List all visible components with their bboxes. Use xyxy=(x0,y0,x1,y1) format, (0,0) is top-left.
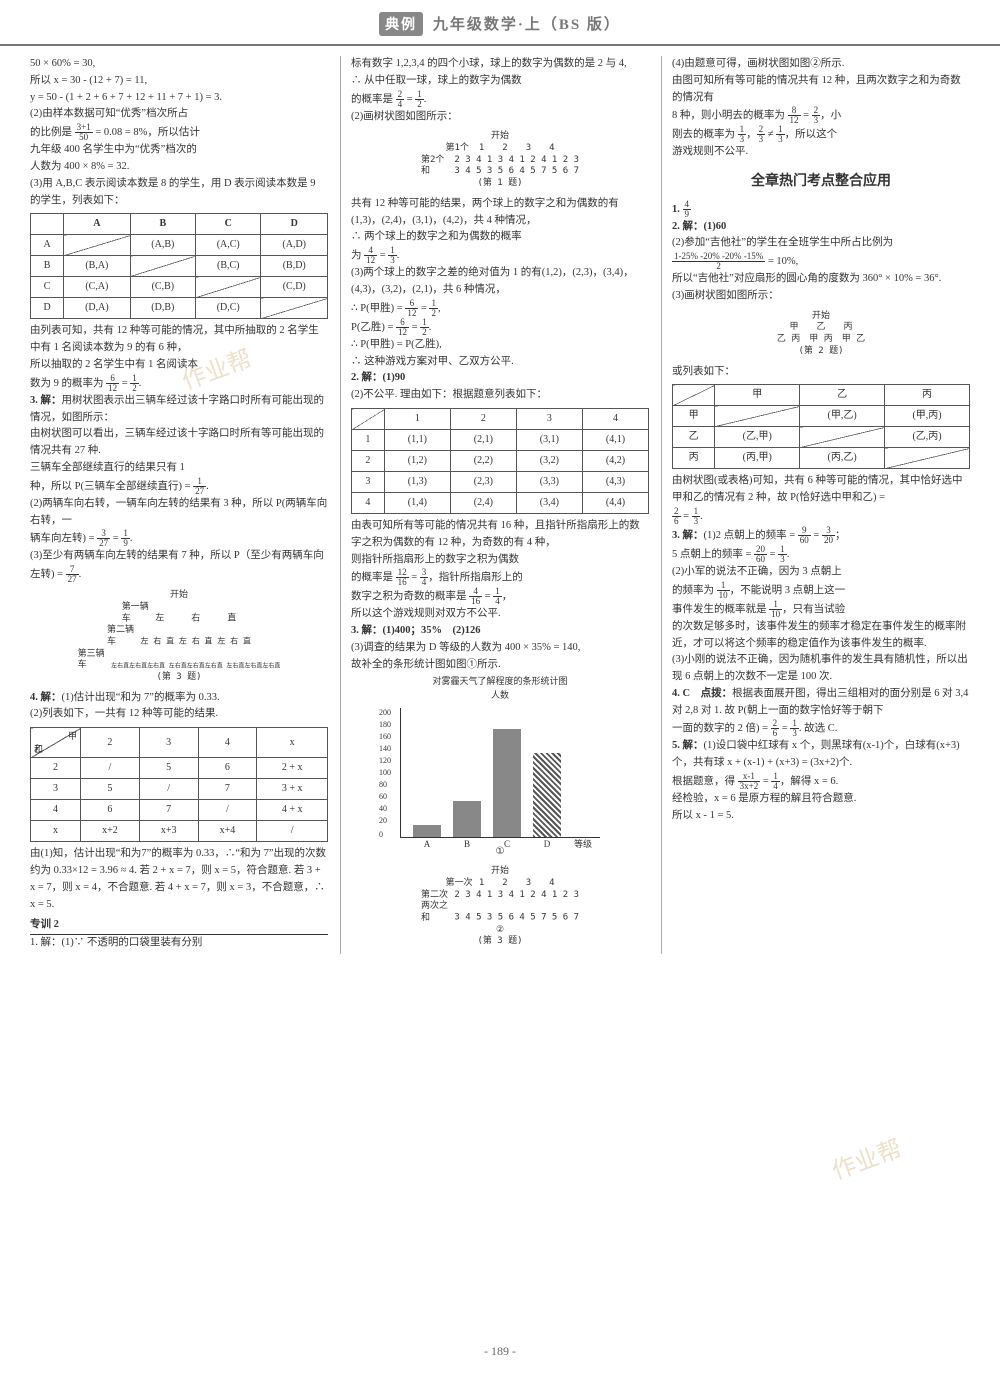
text: (3)至少有两辆车向左转的结果有 7 种，所以 P（至少有两辆车向左转) = 7… xyxy=(30,548,328,584)
text: 由图可知所有等可能的情况共有 12 种，且两次数字之和为奇数的情况有 xyxy=(672,73,970,107)
text: 为 412 = 13. xyxy=(351,246,649,265)
text: (2)两辆车向右转，一辆车向左转的结果有 3 种，所以 P(两辆车向右转，一 xyxy=(30,496,328,530)
text: 游戏规则不公平. xyxy=(672,144,970,161)
main-content: 50 × 60% = 30, 所以 x = 30 - (12 + 7) = 11… xyxy=(0,46,1000,954)
text: 人数为 400 × 8% = 32. xyxy=(30,159,328,176)
page-number: - 189 - xyxy=(0,1344,1000,1359)
q2: 2. 解：(1)90 xyxy=(351,370,649,387)
q2: 2. 解：(1)60 xyxy=(672,219,970,236)
text: y = 50 - (1 + 2 + 6 + 7 + 12 + 11 + 7 + … xyxy=(30,90,328,107)
text: 数字之积为奇数的概率是 416 = 14， xyxy=(351,587,649,606)
q3: 3. 解：用树状图表示出三辆车经过该十字路口时所有可能出现的情况，如图所示： xyxy=(30,393,328,427)
text: 由树状图可以看出，三辆车经过该十字路口时所有等可能出现的情况共有 27 种. xyxy=(30,426,328,460)
watermark: 作业帮 xyxy=(826,1129,906,1187)
text: (2)小军的说法不正确，因为 3 点朝上 xyxy=(672,564,970,581)
text: 所以 x - 1 = 5. xyxy=(672,808,970,825)
text: 1. 解：(1)∵ 不透明的口袋里装有分别 xyxy=(30,935,328,952)
tree-diagram-1: 开始 第1个 1 2 3 4 第2个 2 3 4 1 3 4 1 2 4 1 2… xyxy=(351,131,649,189)
text: 三辆车全部继续直行的结果只有 1 xyxy=(30,460,328,477)
q3: 3. 解：(1)400；35% (2)126 xyxy=(351,623,649,640)
column-1: 50 × 60% = 30, 所以 x = 30 - (12 + 7) = 11… xyxy=(30,56,328,954)
text: 共有 12 种等可能的结果，两个球上的数字之和为偶数的有 (1,3)，(2,4)… xyxy=(351,196,649,230)
text: 九年级 400 名学生中为“优秀”档次的 xyxy=(30,142,328,159)
text: 的概率是 24 = 12. xyxy=(351,90,649,109)
column-2: 标有数字 1,2,3,4 的四个小球，球上的数字为偶数的是 2 与 4, ∴ 从… xyxy=(340,56,649,954)
text: 所以 x = 30 - (12 + 7) = 11, xyxy=(30,73,328,90)
q4: 4. C 点拨：根据表面展开图，得出三组相对的面分别是 6 对 3,4 对 2,… xyxy=(672,686,970,720)
text: (3)两个球上的数字之差的绝对值为 1 的有(1,2)，(2,3)，(3,4)，… xyxy=(351,265,649,299)
text: 数为 9 的概率为 612 = 12. xyxy=(30,374,328,393)
text: 8 种，则小明去的概率为 812 = 23，小 xyxy=(672,106,970,125)
tree-diagram-3: 开始 第一辆车 左 右 直 第二辆车 左 右 直 左 右 直 左 右 直 第三辆… xyxy=(30,590,328,684)
q4: 4. 解：(1)估计出现“和为 7”的概率为 0.33. xyxy=(30,690,328,707)
q1: 1. 49 xyxy=(672,200,970,219)
logo-badge: 典例 xyxy=(379,12,423,36)
text: 或列表如下： xyxy=(672,364,970,381)
text: 5 点朝上的频率 = 2060 = 13. xyxy=(672,545,970,564)
text: 标有数字 1,2,3,4 的四个小球，球上的数字为偶数的是 2 与 4, xyxy=(351,56,649,73)
text: ∴ 这种游戏方案对甲、乙双方公平. xyxy=(351,354,649,371)
text: 辆车向左转) = 327 = 19. xyxy=(30,529,328,548)
text: 由列表可知，共有 12 种等可能的情况，其中所抽取的 2 名学生中有 1 名阅读… xyxy=(30,323,328,357)
text: 由表可知所有等可能的情况共有 16 种，且指针所指扇形上的数字之积为偶数的有 1… xyxy=(351,518,649,552)
text: 种，所以 P(三辆车全部继续直行) = 127. xyxy=(30,477,328,496)
table-3x3: 甲乙丙 甲(甲,乙)(甲,丙) 乙(乙,甲)(乙,丙) 丙(丙,甲)(丙,乙) xyxy=(672,384,970,469)
text: 50 × 60% = 30, xyxy=(30,56,328,73)
text: 由树状图(或表格)可知，共有 6 种等可能的情况，其中恰好选中甲和乙的情况有 2… xyxy=(672,473,970,507)
text: ∴ 从中任取一球，球上的数字为偶数 xyxy=(351,73,649,90)
text: (2)由样本数据可知“优秀”档次所占 xyxy=(30,106,328,123)
text: 所以这个游戏规则对双方不公平. xyxy=(351,606,649,623)
text: 故补全的条形统计图如图①所示. xyxy=(351,657,649,674)
header-title: 九年级数学·上（BS 版） xyxy=(433,17,621,33)
text: (3)调查的结果为 D 等级的人数为 400 × 35% = 140, xyxy=(351,640,649,657)
text: 则指针所指扇形上的数字之积为偶数 xyxy=(351,552,649,569)
tree-diagram-q3: 开始 第一次 1 2 3 4 第二次 2 3 4 1 3 4 1 2 4 1 2… xyxy=(351,866,649,948)
text: P(乙胜) = 612 = 12. xyxy=(351,318,649,337)
text: 经检验，x = 6 是原方程的解且符合题意. xyxy=(672,791,970,808)
text: (2)画树状图如图所示： xyxy=(351,109,649,126)
text: 的概率是 1216 = 34，指针所指扇形上的 xyxy=(351,568,649,587)
text: (4)由题意可得，画树状图如图②所示. xyxy=(672,56,970,73)
table-sum: 甲和乙234x 2/562 + x 35/73 + x 467/4 + x xx… xyxy=(30,727,328,842)
page-header: 典例 九年级数学·上（BS 版） xyxy=(0,0,1000,46)
text: 的比例是 3+150 = 0.08 = 8%，所以估计 xyxy=(30,123,328,142)
text: 的次数足够多时，该事件发生的频率才稳定在事件发生的概率附近，才可以将这个频率的稳… xyxy=(672,619,970,653)
table-abcd: ABCD A(A,B)(A,C)(A,D) B(B,A)(B,C)(B,D) C… xyxy=(30,213,328,319)
text: (3)小刚的说法不正确，因为随机事件的发生具有随机性，所以出现 6 点朝上的次数… xyxy=(672,652,970,686)
text: 所以抽取的 2 名学生中有 1 名阅读本 xyxy=(30,357,328,374)
text: (3)用 A,B,C 表示阅读本数是 8 的学生，用 D 表示阅读本数是 9 的… xyxy=(30,176,328,210)
text: 刚去的概率为 13，23 ≠ 13，所以这个 xyxy=(672,125,970,144)
text: 的频率为 110，不能说明 3 点朝上这一 xyxy=(672,581,970,600)
tree-diagram-2: 开始 甲 乙 丙 乙 丙 甲 丙 甲 乙 (第 2 题) xyxy=(672,311,970,358)
text: (3)画树状图如图所示： xyxy=(672,288,970,305)
text: 由(1)知，估计出现“和为7”的概率为 0.33，∴“和为 7”出现的次数约为 … xyxy=(30,846,328,913)
q3: 3. 解：(1)2 点朝上的频率 = 960 = 320； xyxy=(672,526,970,545)
text: 26 = 13. xyxy=(672,507,970,526)
text: (2)参加“吉他社”的学生在全班学生中所占比例为 xyxy=(672,235,970,252)
section-heading: 全章热门考点整合应用 xyxy=(672,169,970,191)
bar-chart: 200 180 160 140 120 100 80 60 40 20 0 A … xyxy=(400,708,600,838)
text: 事件发生的概率就是 110，只有当试验 xyxy=(672,600,970,619)
section-label: 专训 2 xyxy=(30,917,328,935)
column-3: (4)由题意可得，画树状图如图②所示. 由图可知所有等可能的情况共有 12 种，… xyxy=(661,56,970,954)
table-pairs: 1234 1(1,1)(2,1)(3,1)(4,1) 2(1,2)(2,2)(3… xyxy=(351,408,649,514)
text: 一面的数字的 2 倍) = 26 = 13. 故选 C. xyxy=(672,719,970,738)
bar-chart-title: 对雾霾天气了解程度的条形统计图 xyxy=(351,674,649,688)
text: 所以“吉他社”对应扇形的圆心角的度数为 360° × 10% = 36°. xyxy=(672,271,970,288)
y-axis-label: 人数 xyxy=(351,688,649,702)
text: ∴ P(甲胜) = 612 = 12, xyxy=(351,299,649,318)
text: ∴ P(甲胜) = P(乙胜), xyxy=(351,337,649,354)
q5: 5. 解：(1)设口袋中红球有 x 个，则黑球有(x-1)个，白球有(x+3)个… xyxy=(672,738,970,772)
text: 根据题意，得 x-13x+2 = 14，解得 x = 6. xyxy=(672,772,970,791)
text: 1-25% -20% -20% -15%2 = 10%, xyxy=(672,252,970,271)
text: (2)列表如下，一共有 12 种等可能的结果. xyxy=(30,706,328,723)
text: (2)不公平. 理由如下：根据题意列表如下： xyxy=(351,387,649,404)
text: ∴ 两个球上的数字之和为偶数的概率 xyxy=(351,229,649,246)
